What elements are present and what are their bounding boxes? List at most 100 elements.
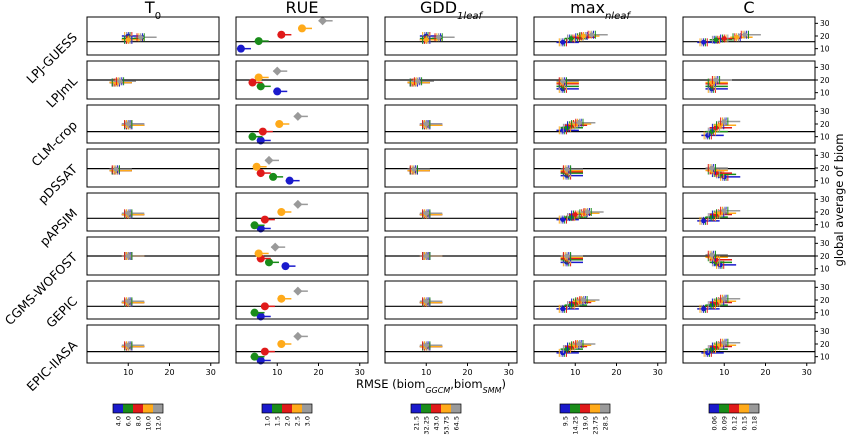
panel	[86, 280, 220, 320]
panel-frame	[86, 192, 220, 232]
colorbar-tick-label: 9.5	[562, 416, 570, 426]
colorbar-tick-label: 12.0	[155, 416, 163, 430]
panel	[533, 104, 667, 144]
y-tick-label: 30	[820, 283, 830, 292]
colorbar-segment	[600, 404, 610, 413]
panel	[533, 280, 667, 320]
colorbar-tick-label: 23.75	[592, 416, 600, 435]
y-tick-label: 30	[820, 63, 830, 72]
colorbar-tick-label: 1.0	[264, 416, 272, 426]
panel-frame	[682, 324, 816, 364]
data-point	[717, 298, 723, 304]
y-tick-label: 10	[820, 44, 830, 53]
colorbar-segment	[570, 404, 580, 413]
y-tick-label: 20	[820, 340, 830, 349]
data-point	[256, 312, 265, 321]
panel	[235, 236, 369, 276]
data-point	[252, 162, 261, 171]
data-point	[734, 34, 740, 40]
x-tick-label: 30	[206, 368, 216, 377]
data-point	[705, 350, 711, 356]
panel	[533, 236, 667, 276]
row-label: GEPIC	[43, 293, 80, 330]
colorbar-tick-label: 2.5	[294, 416, 302, 426]
data-point	[250, 352, 259, 361]
colorbar-segment	[590, 404, 600, 413]
colorbar-segment	[133, 404, 143, 413]
panel	[86, 104, 220, 144]
data-point	[248, 132, 257, 141]
data-point	[572, 212, 578, 217]
data-point	[264, 155, 274, 165]
y-tick-label: 10	[820, 176, 830, 185]
colorbar-tick-label: 0.09	[721, 416, 729, 430]
x-tick-label: 10	[719, 368, 729, 377]
data-point	[709, 80, 715, 85]
data-point	[293, 199, 303, 209]
colorbar-segment	[123, 404, 133, 413]
panel	[86, 192, 220, 232]
row-label: pDSSAT	[35, 161, 80, 206]
panel	[384, 324, 518, 364]
colorbar-segment	[153, 404, 163, 413]
data-point	[564, 253, 570, 259]
colorbar-tick-label: 1.5	[274, 416, 282, 426]
colorbar-segment	[560, 404, 570, 413]
colorbar-frame	[261, 403, 313, 414]
panel: 10 20 30	[682, 324, 830, 364]
data-point	[721, 119, 727, 124]
panel	[533, 192, 667, 232]
panel	[235, 324, 369, 365]
data-point	[709, 165, 715, 171]
data-point	[568, 302, 574, 308]
data-point	[269, 172, 278, 181]
panel	[86, 236, 220, 276]
panel-frame	[86, 236, 220, 276]
colorbar-tick-label: 8.0	[135, 416, 143, 426]
colorbar-tick-label: 10.0	[145, 416, 153, 430]
colorbar-tick-label: 32.25	[423, 416, 431, 435]
panel: 10 20 30	[682, 236, 830, 276]
data-point	[256, 356, 265, 365]
panel	[86, 148, 220, 188]
y-tick-label: 30	[820, 19, 830, 28]
panel-frame	[86, 16, 220, 56]
data-point	[250, 308, 259, 317]
panel-frame	[235, 236, 369, 276]
data-point	[423, 298, 429, 304]
data-point	[721, 296, 727, 302]
data-point	[254, 249, 263, 258]
colorbar-tick-label: 14.25	[572, 416, 580, 435]
data-point	[423, 37, 429, 43]
data-point	[125, 342, 131, 348]
panel-frame	[86, 324, 220, 364]
data-point	[423, 253, 429, 259]
colorbar-segment	[739, 404, 749, 413]
x-axis-label-part: RMSE (biom	[356, 377, 425, 391]
panel-frame	[384, 280, 518, 320]
panel	[384, 16, 518, 56]
y-tick-label: 30	[820, 151, 830, 160]
data-point	[721, 208, 727, 214]
data-point	[581, 297, 586, 303]
colorbar-tick-label: 0.12	[731, 416, 739, 430]
y-tick-label: 10	[820, 264, 830, 273]
panel: 10 20 30	[682, 60, 830, 100]
data-point	[411, 166, 417, 172]
data-point	[560, 127, 566, 133]
data-point	[275, 120, 284, 128]
y-tick-label: 20	[820, 252, 830, 261]
panel	[235, 192, 369, 233]
data-point	[254, 73, 263, 82]
y-tick-label: 20	[820, 76, 830, 85]
y-axis-label: global average of biom	[832, 134, 846, 267]
data-point	[138, 34, 144, 40]
colorbar-segment	[272, 404, 282, 413]
x-tick-label: 20	[313, 368, 323, 377]
column-title: RUE	[286, 0, 319, 17]
colorbar-segment	[282, 404, 292, 413]
panel-frame	[235, 104, 369, 144]
colorbar-segment	[451, 404, 461, 413]
data-point	[293, 111, 303, 121]
panel	[86, 16, 220, 56]
